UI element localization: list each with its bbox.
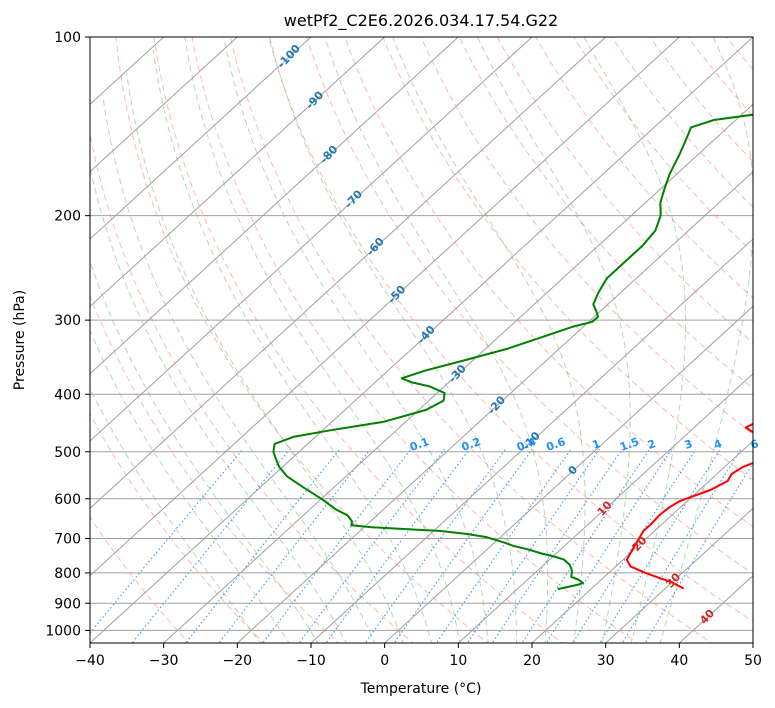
mixing-ratio-line xyxy=(298,448,446,643)
dewpoint-profile xyxy=(272,113,753,591)
dry-adiabat xyxy=(267,37,753,623)
isotherm-line xyxy=(90,37,312,240)
temperature-profile xyxy=(625,422,753,590)
y-tick-label: 1000 xyxy=(45,623,81,639)
moist-adiabat xyxy=(90,387,261,643)
x-tick-label: −30 xyxy=(149,653,179,669)
dry-adiabat xyxy=(90,412,265,643)
sounding-profiles xyxy=(272,113,753,591)
y-tick-label: 100 xyxy=(54,30,81,46)
plot-area xyxy=(90,37,753,643)
isotherm-line xyxy=(310,238,753,643)
mixing-ratio-label: 4 xyxy=(712,437,724,452)
y-tick-label: 900 xyxy=(54,596,81,612)
isotherm-line xyxy=(90,37,607,510)
isotherm-line xyxy=(162,103,753,643)
y-tick-label: 300 xyxy=(54,313,81,329)
isotherm-line xyxy=(531,440,753,643)
mixing-ratio-line xyxy=(364,448,507,643)
mixing-ratio-line xyxy=(621,448,742,643)
mixing-ratio-label: 0.6 xyxy=(544,435,567,454)
x-tick-label: 40 xyxy=(670,653,688,669)
y-axis: 100 200 300 400 500 600 700 800 900 1000 xyxy=(45,30,90,639)
x-tick-label: 0 xyxy=(380,653,389,669)
mixing-ratio-line xyxy=(90,448,244,634)
mixing-ratio-label: 1 xyxy=(590,437,602,452)
moist-adiabat xyxy=(102,94,376,643)
moist-adiabat xyxy=(126,72,404,643)
y-tick-label: 600 xyxy=(54,492,81,508)
mixing-ratio-label: 0.2 xyxy=(460,435,483,454)
dry-adiabat xyxy=(306,37,753,575)
y-tick-label: 700 xyxy=(54,532,81,548)
mixing-ratio-line xyxy=(218,448,371,643)
isotherm-line xyxy=(383,305,753,643)
y-tick-label: 500 xyxy=(54,445,81,461)
x-tick-label: 50 xyxy=(744,653,762,669)
x-tick-label: −10 xyxy=(296,653,326,669)
x-tick-label: 20 xyxy=(523,653,541,669)
x-axis-label: Temperature (°C) xyxy=(360,681,482,697)
y-tick-label: 200 xyxy=(54,209,81,225)
isotherm-line xyxy=(90,37,533,442)
plot-frame xyxy=(89,36,754,644)
mixing-ratio-label: 1.5 xyxy=(618,435,641,454)
dry-adiabat xyxy=(535,37,753,299)
x-axis: −40 −30 −20 −10 0 10 20 30 40 50 xyxy=(75,643,762,669)
mixing-ratio-line xyxy=(435,448,572,643)
chart-title: wetPf2_C2E6.2026.034.17.54.G22 xyxy=(284,11,558,31)
dry-adiabat xyxy=(115,37,489,643)
mixing-ratio-line xyxy=(545,448,673,643)
mixing-ratio-label: 6 xyxy=(749,437,761,452)
isotherm-line xyxy=(90,37,681,577)
mixing-ratio-label: 0.1 xyxy=(408,435,431,454)
mixing-ratio-line xyxy=(521,448,650,643)
mixing-ratio-label: 0.4 xyxy=(515,435,538,454)
isotherm-line xyxy=(90,37,753,643)
isotherm-line xyxy=(604,507,753,643)
mixing-ratio-label: 3 xyxy=(683,437,695,452)
mixing-ratio-line xyxy=(491,448,623,643)
x-tick-label: 30 xyxy=(597,653,615,669)
y-tick-label: 800 xyxy=(54,566,81,582)
isotherm-line xyxy=(457,372,753,643)
isotherm-line xyxy=(90,37,239,173)
mixing-ratio-line xyxy=(599,448,721,643)
isotherm-line xyxy=(90,37,386,308)
isobar-lines xyxy=(90,37,753,631)
mixing-ratio-line xyxy=(185,448,341,643)
y-axis-label: Pressure (hPa) xyxy=(12,290,28,390)
mixing-ratio-line xyxy=(393,448,533,643)
dry-adiabat xyxy=(344,37,753,528)
mixing-ratio-label: 2 xyxy=(646,437,658,452)
x-tick-label: 10 xyxy=(449,653,467,669)
mixing-ratio-line xyxy=(325,448,470,643)
isotherm-line xyxy=(90,37,460,375)
isotherm-lines xyxy=(90,37,753,643)
y-tick-label: 400 xyxy=(54,387,81,403)
x-tick-label: −40 xyxy=(75,653,105,669)
isotherm-line xyxy=(236,170,753,643)
x-tick-label: −20 xyxy=(223,653,253,669)
mixing-ratio-line xyxy=(572,448,697,643)
